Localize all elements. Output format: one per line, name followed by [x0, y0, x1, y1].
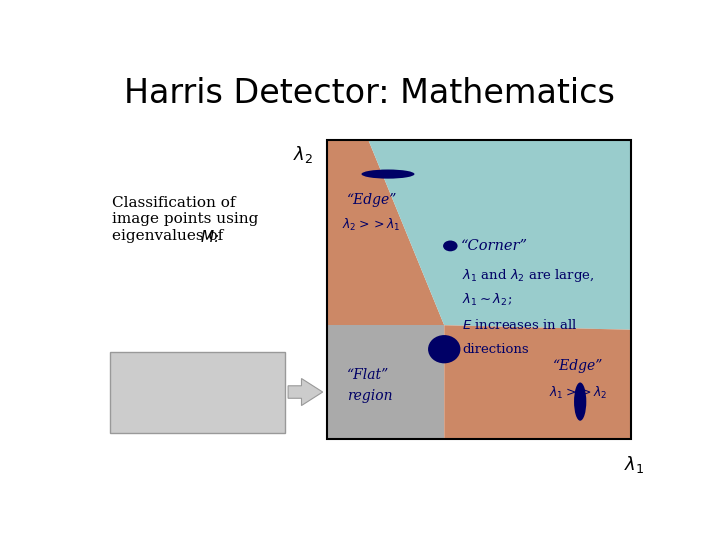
Text: •: • — [445, 237, 456, 255]
Text: $M$:: $M$: — [200, 229, 220, 245]
Text: region: region — [347, 389, 392, 403]
Text: Harris Detector: Mathematics: Harris Detector: Mathematics — [124, 77, 614, 110]
Text: image points using: image points using — [112, 212, 258, 226]
Bar — [327, 140, 631, 439]
Polygon shape — [368, 140, 631, 330]
Text: $\lambda_1$: $\lambda_1$ — [624, 454, 644, 475]
Text: $\lambda_1 >> \lambda_2$: $\lambda_1 >> \lambda_2$ — [549, 384, 607, 401]
Text: $E$ increases in all: $E$ increases in all — [462, 318, 578, 332]
Text: eigenvalues of: eigenvalues of — [112, 229, 228, 243]
FancyBboxPatch shape — [109, 352, 285, 433]
Ellipse shape — [361, 170, 415, 179]
Text: $\lambda_1 \sim \lambda_2$;: $\lambda_1 \sim \lambda_2$; — [462, 292, 513, 308]
Text: $E$ is almost constant: $E$ is almost constant — [117, 382, 253, 396]
Text: Classification of: Classification of — [112, 196, 236, 210]
Ellipse shape — [428, 335, 460, 363]
Text: “Edge”: “Edge” — [553, 359, 603, 373]
Text: $\lambda_2 >> \lambda_1$: $\lambda_2 >> \lambda_1$ — [342, 217, 400, 233]
Ellipse shape — [574, 382, 586, 421]
Ellipse shape — [443, 240, 458, 251]
Text: “Corner”: “Corner” — [461, 239, 528, 253]
Text: directions: directions — [462, 343, 529, 356]
Polygon shape — [444, 325, 631, 439]
Polygon shape — [327, 325, 444, 439]
Text: $\lambda_2$: $\lambda_2$ — [293, 144, 313, 165]
Polygon shape — [288, 379, 323, 406]
Text: in all directions: in all directions — [117, 404, 221, 417]
Text: $\lambda_1$ and $\lambda_2$ are small;: $\lambda_1$ and $\lambda_2$ are small; — [117, 359, 251, 375]
Text: $\lambda_1$ and $\lambda_2$ are large,: $\lambda_1$ and $\lambda_2$ are large, — [462, 267, 595, 284]
Text: “Edge”: “Edge” — [347, 193, 397, 206]
Polygon shape — [327, 140, 444, 325]
Text: “Flat”: “Flat” — [347, 368, 390, 382]
